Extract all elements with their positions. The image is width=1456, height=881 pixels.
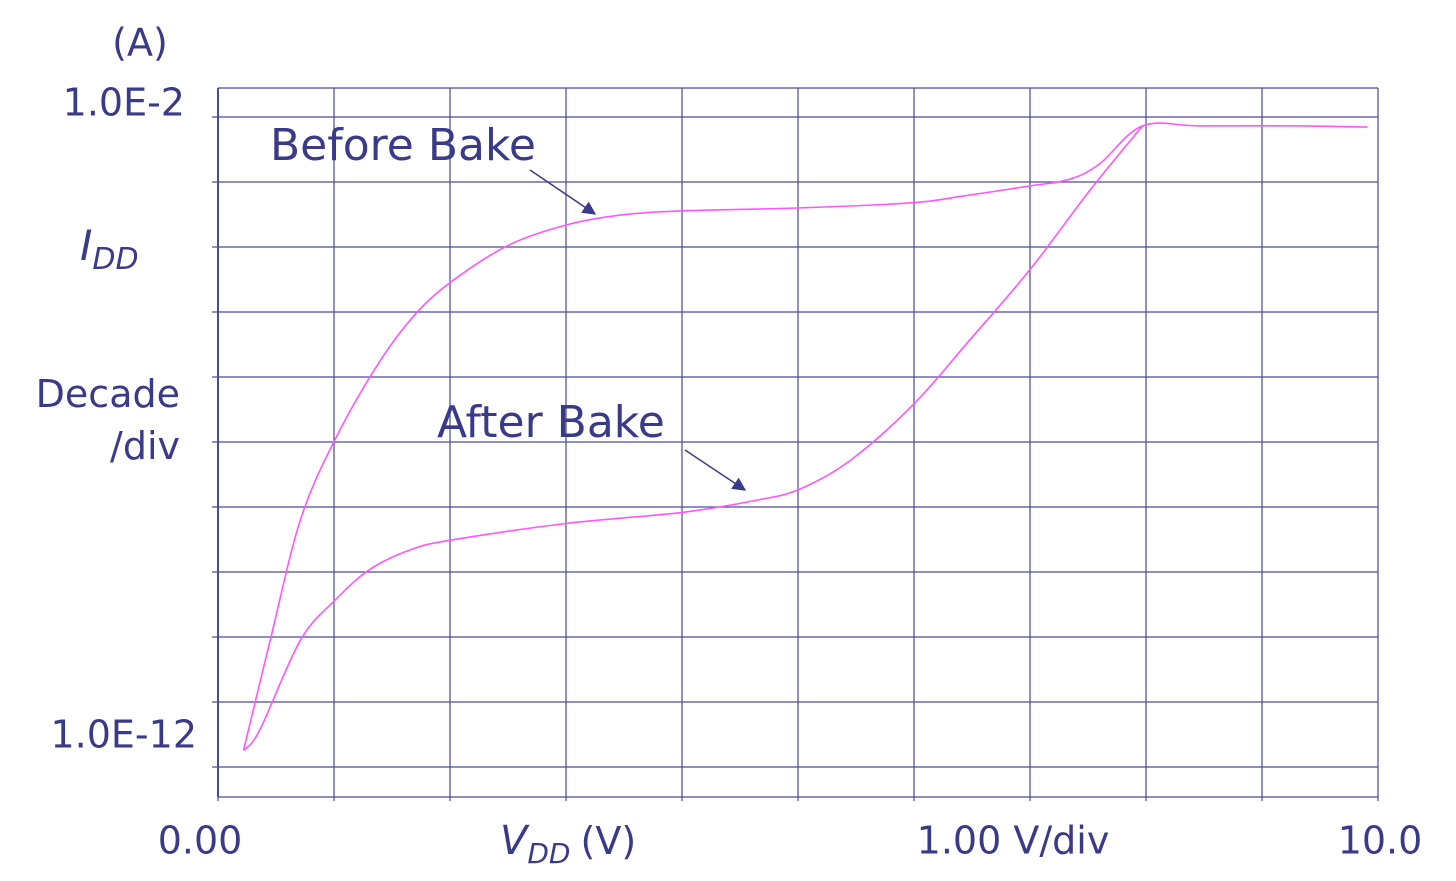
y-division-label: Decade /div bbox=[35, 372, 180, 468]
x-subscript: DD bbox=[527, 837, 570, 870]
x-unit: (V) bbox=[581, 819, 637, 863]
annotation: Before Bake bbox=[270, 120, 536, 171]
x-division-label: 1.00 V/div bbox=[917, 819, 1110, 863]
x-tick-label: 10.0 bbox=[1338, 819, 1423, 863]
y-unit: (A) bbox=[112, 21, 168, 65]
x-symbol: V bbox=[500, 818, 530, 864]
annotation-arrow bbox=[529, 169, 597, 215]
x-tick-label: 0.00 bbox=[158, 819, 243, 863]
y-tick-label: 1.0E-2 bbox=[63, 81, 185, 125]
y-subscript: DD bbox=[92, 242, 138, 277]
y-axis-label: IDD bbox=[80, 221, 139, 277]
y-symbol: I bbox=[80, 221, 92, 270]
x-axis-label: VDD (V) bbox=[500, 818, 636, 870]
annotation-arrow bbox=[684, 449, 747, 491]
annotation: After Bake bbox=[437, 397, 665, 448]
y-tick-label: 1.0E-12 bbox=[50, 713, 197, 757]
series-line bbox=[242, 122, 1368, 751]
series-line bbox=[242, 125, 1144, 751]
